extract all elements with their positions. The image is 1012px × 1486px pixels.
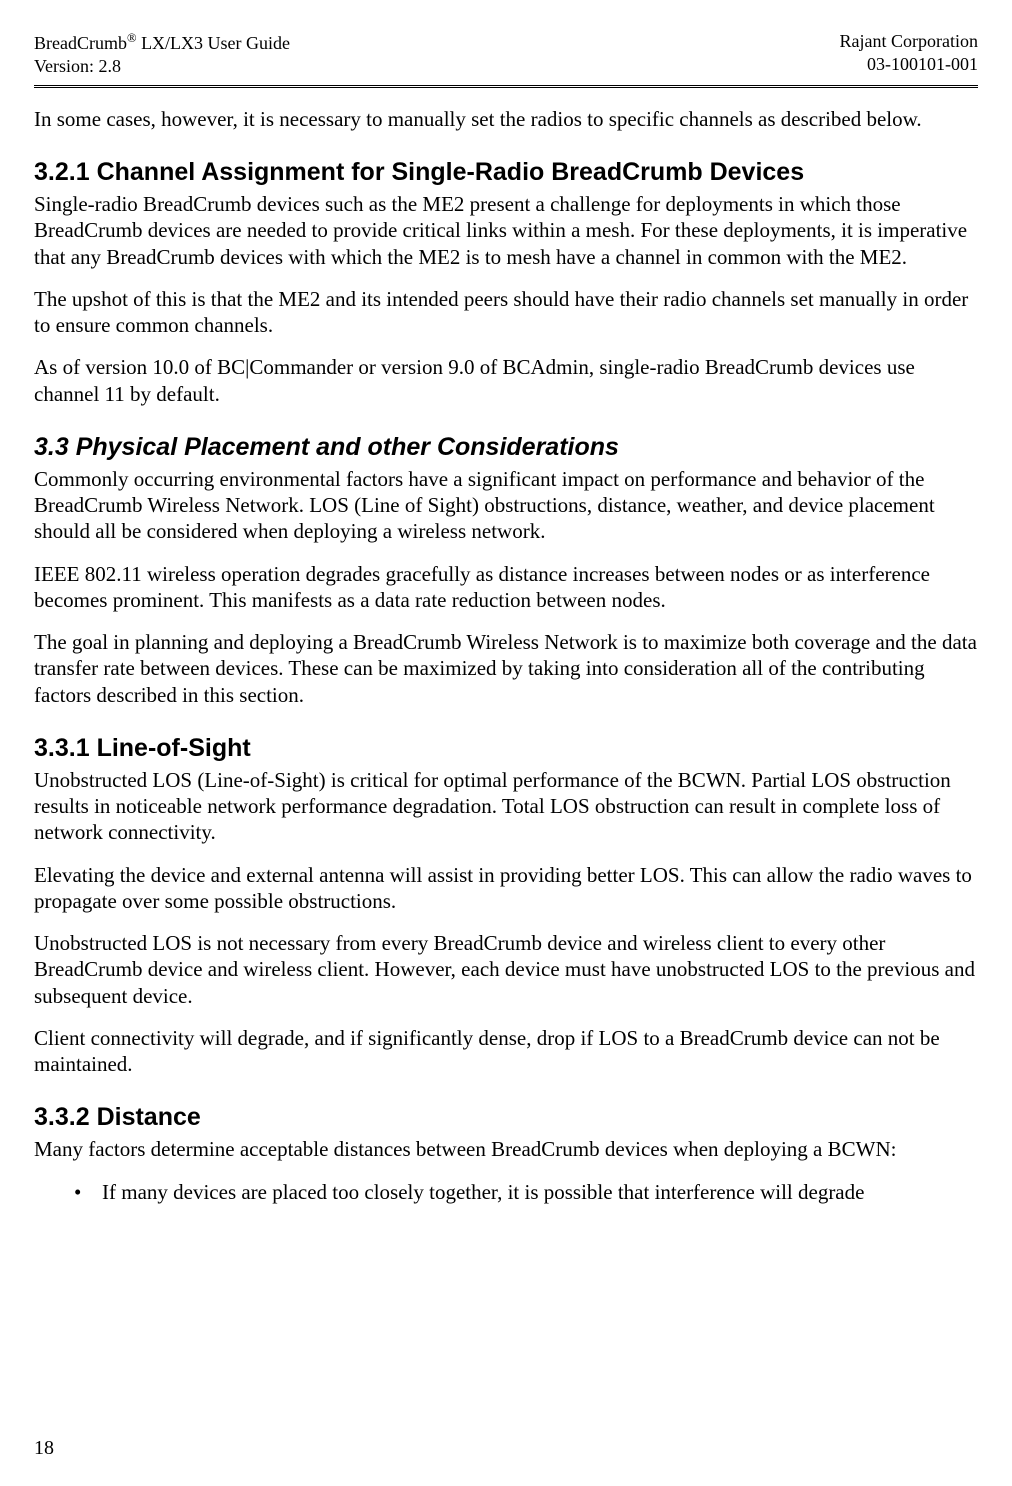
sec33-p2: IEEE 802.11 wireless operation degrades … <box>34 561 978 614</box>
sec33-p1: Commonly occurring environmental factors… <box>34 466 978 545</box>
heading-3-3-2: 3.3.2 Distance <box>34 1103 978 1132</box>
intro-paragraph: In some cases, however, it is necessary … <box>34 106 978 132</box>
sec321-p1: Single-radio BreadCrumb devices such as … <box>34 191 978 270</box>
heading-3-2-1: 3.2.1 Channel Assignment for Single-Radi… <box>34 158 978 187</box>
header-product: BreadCrumb <box>34 33 127 53</box>
header-right: Rajant Corporation 03-100101-001 <box>840 30 978 79</box>
page-number: 18 <box>34 1437 54 1460</box>
heading-number: 3.3.1 <box>34 734 97 762</box>
heading-title: Channel Assignment for Single-Radio Brea… <box>97 158 805 186</box>
sec321-p2: The upshot of this is that the ME2 and i… <box>34 286 978 339</box>
sec331-p2: Elevating the device and external antenn… <box>34 862 978 915</box>
heading-3-3: 3.3 Physical Placement and other Conside… <box>34 433 978 462</box>
header-company: Rajant Corporation <box>840 30 978 53</box>
header-product-suffix: LX/LX3 User Guide <box>137 33 290 53</box>
heading-number: 3.2.1 <box>34 158 97 186</box>
header-docnum: 03-100101-001 <box>840 53 978 76</box>
header-version: Version: 2.8 <box>34 55 290 78</box>
page-header: BreadCrumb® LX/LX3 User Guide Version: 2… <box>34 30 978 79</box>
bullet-text: If many devices are placed too closely t… <box>102 1179 978 1205</box>
heading-number: 3.3.2 <box>34 1103 97 1131</box>
header-product-line: BreadCrumb® LX/LX3 User Guide <box>34 30 290 55</box>
sec331-p3: Unobstructed LOS is not necessary from e… <box>34 930 978 1009</box>
sec332-p1: Many factors determine acceptable distan… <box>34 1136 978 1162</box>
heading-title: Distance <box>97 1103 201 1131</box>
heading-3-3-1: 3.3.1 Line-of-Sight <box>34 734 978 763</box>
bullet-marker: • <box>74 1179 102 1205</box>
bullet-item: • If many devices are placed too closely… <box>74 1179 978 1205</box>
header-rule <box>34 85 978 88</box>
sec331-p1: Unobstructed LOS (Line-of-Sight) is crit… <box>34 767 978 846</box>
sec331-p4: Client connectivity will degrade, and if… <box>34 1025 978 1078</box>
heading-title: Line-of-Sight <box>97 734 251 762</box>
heading-number: 3.3 <box>34 433 76 461</box>
sec321-p3: As of version 10.0 of BC|Commander or ve… <box>34 354 978 407</box>
header-reg: ® <box>127 31 137 45</box>
sec33-p3: The goal in planning and deploying a Bre… <box>34 629 978 708</box>
heading-title: Physical Placement and other Considerati… <box>76 433 619 461</box>
header-left: BreadCrumb® LX/LX3 User Guide Version: 2… <box>34 30 290 79</box>
